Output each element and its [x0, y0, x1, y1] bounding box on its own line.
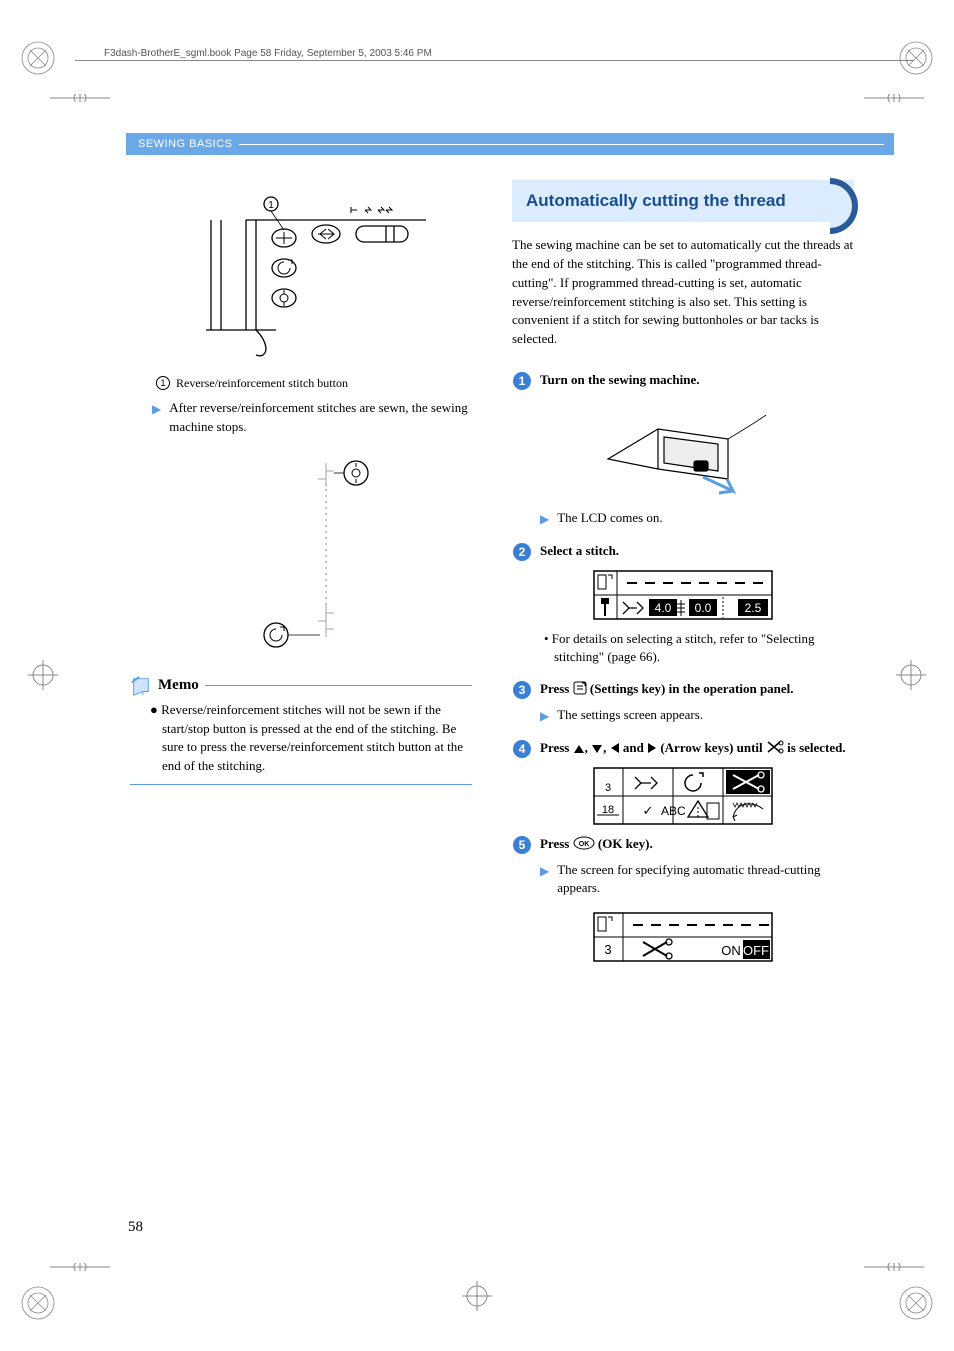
svg-text:1: 1 [268, 200, 274, 211]
memo-rule-top [205, 685, 472, 686]
arrow-right-icon [647, 742, 657, 754]
step-4-text: Press , , and (Arrow keys) until is sele… [540, 739, 846, 757]
fig-lcd-settings: 3 18 ✓ ABC [593, 767, 773, 825]
lcd5-num: 3 [604, 942, 611, 957]
step-2-icon: 2 [512, 542, 532, 562]
lcd5-on: ON [721, 943, 741, 958]
memo-rule-bottom [130, 784, 472, 785]
fig-stitch-path [216, 455, 386, 655]
caption-1-text: Reverse/reinforcement stitch button [176, 376, 348, 390]
section-label: SEWING BASICS [126, 138, 233, 150]
ok-key-icon: OK [573, 836, 595, 850]
heading-deco-icon [800, 176, 860, 240]
circled-1-icon: 1 [156, 376, 170, 390]
triangle-bullet-icon: ▶ [540, 863, 549, 880]
svg-text:4: 4 [519, 742, 526, 756]
svg-text:1: 1 [519, 374, 526, 388]
scissors-icon [766, 740, 784, 754]
right-column: Automatically cutting the thread The sew… [512, 180, 854, 972]
arrow-up-icon [573, 744, 585, 754]
triangle-bullet-icon: ▶ [152, 401, 161, 418]
svg-text:2: 2 [519, 545, 526, 559]
memo-title: Memo [158, 677, 199, 694]
lcd2-val-a: 4.0 [655, 601, 672, 615]
lcd2-val-b: 0.0 [695, 601, 712, 615]
fig-lcd-stitch: 4.0 0.0 2.5 [593, 570, 773, 620]
caption-1: 1 Reverse/reinforcement stitch button [156, 376, 472, 391]
reg-mark-bl [20, 1285, 56, 1321]
step-5-text: Press OK (OK key). [540, 835, 653, 853]
memo: Memo ● Reverse/reinforcement stitches wi… [130, 675, 472, 785]
step-3-icon: 3 [512, 680, 532, 700]
settings-key-icon [573, 681, 587, 695]
header-runner: F3dash-BrotherE_sgml.book Page 58 Friday… [100, 48, 436, 59]
step-5: 5 Press OK (OK key). [512, 835, 854, 855]
step-5-result: ▶ The screen for specifying automatic th… [540, 861, 854, 897]
fig-lcd-onoff: 3 ON OFF [593, 912, 773, 962]
fig-machine-buttons: 1 [176, 190, 426, 360]
triangle-bullet-icon: ▶ [540, 511, 549, 528]
lcd2-val-c: 2.5 [745, 601, 762, 615]
step-1-text: Turn on the sewing machine. [540, 371, 700, 389]
step-3-text: Press (Settings key) in the operation pa… [540, 680, 794, 698]
section-header: SEWING BASICS [126, 133, 894, 155]
step-3-result: ▶ The settings screen appears. [540, 706, 854, 725]
step-3: 3 Press (Settings key) in the operation … [512, 680, 854, 700]
reg-mark-tl [20, 40, 56, 76]
crosshair-bottom [462, 1281, 492, 1311]
page-number: 58 [128, 1219, 143, 1236]
memo-icon [130, 675, 152, 697]
result-1: ▶ After reverse/reinforcement stitches a… [152, 399, 472, 437]
step-2-bullet: • For details on selecting a stitch, ref… [544, 630, 854, 666]
step-4-icon: 4 [512, 739, 532, 759]
lcd4-total: 18 [602, 804, 614, 816]
crosshair-left [28, 660, 58, 690]
svg-text:OK: OK [578, 841, 589, 848]
svg-text:5: 5 [519, 838, 526, 852]
crossbar-tl [50, 94, 110, 102]
svg-text:✓: ✓ [643, 803, 654, 818]
step-1-result: ▶ The LCD comes on. [540, 509, 854, 528]
arrow-left-icon [610, 742, 620, 754]
step-1-result-text: The LCD comes on. [557, 509, 662, 527]
header-rule [75, 60, 914, 61]
step-1: 1 Turn on the sewing machine. [512, 371, 854, 391]
step-5-result-text: The screen for specifying automatic thre… [557, 861, 854, 897]
crossbar-tr [864, 94, 924, 102]
left-column: 1 1 Reverse/reinforcement stitch button ▶… [130, 180, 472, 972]
lcd4-abc: ABC [661, 804, 686, 818]
reg-mark-br [898, 1285, 934, 1321]
step-3-result-text: The settings screen appears. [557, 706, 703, 724]
memo-body: ● Reverse/reinforcement stitches will no… [138, 701, 472, 776]
arrow-down-icon [591, 744, 603, 754]
crosshair-right [896, 660, 926, 690]
step-5-icon: 5 [512, 835, 532, 855]
svg-text:3: 3 [519, 683, 526, 697]
crossbar-br [864, 1263, 924, 1271]
intro-text: The sewing machine can be set to automat… [512, 236, 854, 349]
heading-text: Automatically cutting the thread [526, 190, 794, 212]
fig-power-on [598, 399, 768, 499]
crossbar-bl [50, 1263, 110, 1271]
step-4: 4 Press , , and (Arrow keys) until is se… [512, 739, 854, 759]
lcd4-page: 3 [605, 782, 611, 794]
result-1-text: After reverse/reinforcement stitches are… [169, 399, 472, 437]
reg-mark-tr [898, 40, 934, 76]
lcd5-off: OFF [743, 943, 769, 958]
step-2-text: Select a stitch. [540, 542, 619, 560]
triangle-bullet-icon: ▶ [540, 708, 549, 725]
step-2: 2 Select a stitch. [512, 542, 854, 562]
step-1-icon: 1 [512, 371, 532, 391]
section-rule [239, 144, 884, 145]
heading-box: Automatically cutting the thread [512, 180, 854, 222]
